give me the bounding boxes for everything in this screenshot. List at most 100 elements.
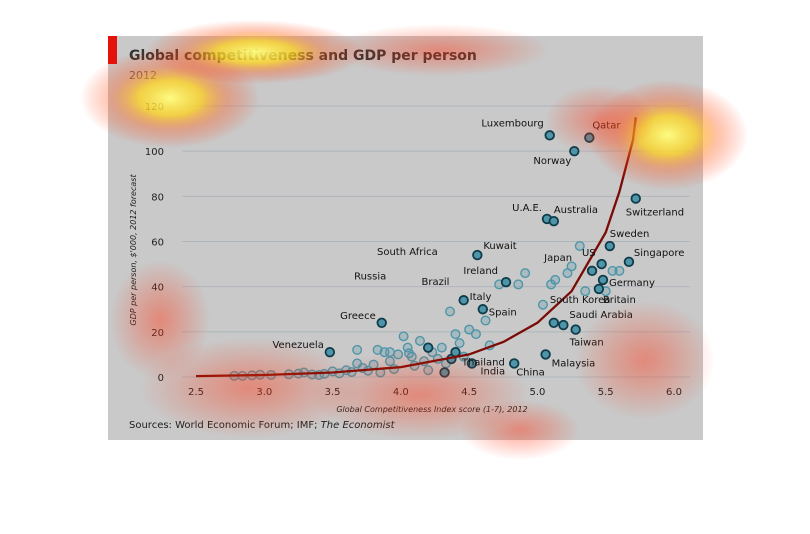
- point-label: Brazil: [422, 277, 450, 288]
- data-point: [436, 342, 447, 353]
- data-point: [384, 356, 395, 367]
- source-italic: The Economist: [320, 420, 395, 431]
- labelled-point: [458, 295, 469, 306]
- point-label: Japan: [543, 253, 572, 264]
- source-prefix: Sources: World Economic Forum; IMF;: [129, 420, 318, 431]
- point-label: Luxembourg: [481, 118, 543, 129]
- data-point: [352, 344, 363, 355]
- labelled-point: [544, 130, 555, 141]
- point-label: U.A.E.: [512, 203, 542, 214]
- data-point: [368, 359, 379, 370]
- x-tick-label: 3.5: [325, 387, 341, 398]
- labelled-point: [324, 346, 336, 358]
- gridlines: [182, 105, 690, 378]
- data-point: [454, 338, 465, 349]
- x-axis-title: Global Competitiveness Index score (1-7)…: [336, 405, 527, 414]
- data-point: [550, 274, 561, 285]
- labelled-point: [558, 319, 569, 331]
- data-point: [566, 261, 577, 272]
- y-tick-label: 0: [158, 373, 164, 384]
- labelled-point: [584, 132, 595, 143]
- labelled-point: [376, 317, 387, 329]
- x-tick-label: 4.0: [393, 387, 409, 398]
- point-label: Switzerland: [626, 208, 684, 219]
- labelled-point: [597, 274, 609, 286]
- point-label: US: [582, 248, 596, 259]
- x-tick-label: 6.0: [666, 387, 682, 398]
- labelled-point: [593, 283, 605, 295]
- labelled-point: [586, 265, 598, 277]
- point-label: Venezuela: [272, 340, 323, 351]
- source-note: Sources: World Economic Forum; IMF; The …: [129, 420, 395, 431]
- labelled-point: [422, 342, 434, 353]
- point-label: Greece: [340, 311, 376, 322]
- data-point: [470, 329, 481, 340]
- y-tick-label: 60: [151, 238, 164, 249]
- x-tick-label: 2.5: [188, 387, 204, 398]
- x-tick-label: 3.0: [256, 387, 272, 398]
- y-axis-title: GDP per person, $'000, 2012 forecast: [129, 174, 138, 326]
- data-point: [398, 331, 409, 342]
- point-label: Saudi Arabia: [569, 310, 632, 321]
- data-point: [580, 286, 591, 297]
- data-point: [423, 365, 434, 376]
- y-tick-label: 100: [145, 147, 164, 158]
- point-label: Australia: [554, 205, 598, 216]
- point-label: South Africa: [377, 247, 438, 258]
- labelled-point: [540, 349, 551, 360]
- y-tick-label: 40: [151, 283, 164, 294]
- labelled-point: [548, 215, 560, 227]
- data-point: [513, 279, 524, 290]
- point-label: Malaysia: [552, 358, 596, 369]
- data-point: [450, 329, 461, 340]
- data-point: [393, 349, 404, 360]
- data-point: [607, 265, 618, 276]
- point-label: Germany: [609, 278, 655, 289]
- point-label: Taiwan: [569, 338, 604, 349]
- labelled-point: [477, 304, 489, 315]
- x-tick-label: 5.0: [529, 387, 545, 398]
- point-label: Sweden: [610, 229, 650, 240]
- data-point: [614, 265, 625, 276]
- point-label: Singapore: [634, 248, 684, 259]
- y-tick-labels: 0 20 40 60 80 100 120: [145, 102, 164, 384]
- labelled-point: [472, 249, 483, 261]
- point-label: Qatar: [592, 121, 621, 132]
- labelled-point: [570, 324, 581, 335]
- x-tick-label: 5.5: [598, 387, 614, 398]
- y-tick-label: 120: [145, 102, 164, 113]
- point-label: South Korea: [550, 295, 611, 306]
- data-point: [464, 324, 475, 335]
- data-point: [537, 299, 548, 310]
- data-point: [520, 268, 531, 279]
- labelled-point: [450, 346, 461, 358]
- point-labels: Luxembourg Qatar Norway Switzerland U.A.E. Au…: [272, 118, 684, 378]
- y-tick-label: 80: [151, 192, 164, 203]
- labelled-point: [596, 258, 607, 270]
- x-tick-label: 4.5: [461, 387, 477, 398]
- point-label: Norway: [533, 156, 571, 167]
- point-label: Italy: [470, 292, 492, 303]
- point-label: Ireland: [463, 266, 498, 277]
- labelled-point: [500, 276, 512, 288]
- point-label: Spain: [489, 307, 517, 318]
- data-point: [445, 306, 456, 317]
- data-point: [480, 315, 491, 326]
- point-label: Russia: [354, 272, 386, 283]
- labelled-point: [604, 240, 616, 252]
- point-label: India: [481, 366, 506, 377]
- labelled-point: [439, 367, 450, 378]
- data-point: [574, 241, 585, 252]
- data-point: [384, 347, 395, 358]
- labelled-point: [548, 317, 560, 329]
- data-point: [414, 335, 425, 346]
- labelled-point: [569, 145, 580, 157]
- y-tick-label: 20: [151, 328, 164, 339]
- x-tick-labels: 2.5 3.0 3.5 4.0 4.5 5.0 5.5 6.0: [188, 387, 682, 398]
- data-point: [389, 364, 400, 375]
- data-point: [404, 348, 415, 359]
- labelled-point: [630, 193, 641, 204]
- labelled-point: [623, 256, 635, 268]
- point-label: China: [516, 367, 545, 378]
